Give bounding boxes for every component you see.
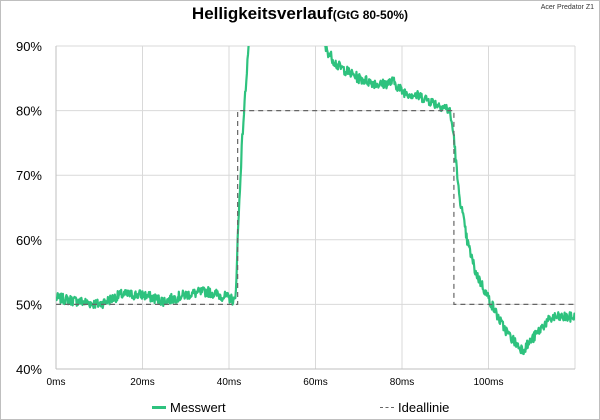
- x-tick-label: 80ms: [390, 377, 414, 388]
- chart-title-main: Helligkeitsverlauf: [191, 4, 333, 23]
- chart-subtitle: (GtG 80-50%): [332, 8, 409, 22]
- series-measured-line: [56, 46, 575, 356]
- x-tick-label: 0ms: [47, 377, 66, 388]
- plot-area: 40% 50% 60% 70% 80% 90% 0ms 20ms 40ms 60ms 80ms 100…: [16, 39, 576, 388]
- chart-title: Helligkeitsverlauf(GtG 80-50%): [0, 4, 600, 24]
- legend-item-ideal: Ideallinie: [380, 400, 449, 415]
- y-tick-label: 80%: [16, 104, 42, 119]
- legend-item-measured: Messwert: [152, 400, 226, 415]
- y-tick-label: 60%: [16, 233, 42, 248]
- grid-lines: [55, 45, 576, 370]
- x-tick-label: 20ms: [130, 377, 154, 388]
- x-tick-label: 60ms: [303, 377, 327, 388]
- x-tick-label: 40ms: [217, 377, 241, 388]
- y-tick-label: 70%: [16, 168, 42, 183]
- legend-swatch-ideal: [380, 407, 394, 408]
- tick-labels: 40% 50% 60% 70% 80% 90% 0ms 20ms 40ms 60ms 80ms 100…: [16, 39, 504, 388]
- legend: Messwert Ideallinie: [0, 398, 600, 418]
- y-tick-label: 50%: [16, 297, 42, 312]
- y-tick-label: 90%: [16, 39, 42, 54]
- legend-label-measured: Messwert: [170, 400, 226, 415]
- series-ideal-line: [56, 110, 575, 305]
- x-tick-label: 100ms: [473, 377, 503, 388]
- legend-label-ideal: Ideallinie: [398, 400, 450, 415]
- legend-swatch-measured: [152, 406, 166, 409]
- y-tick-label: 40%: [16, 362, 42, 377]
- device-label: Acer Predator Z1: [540, 4, 594, 11]
- series-layer: [56, 46, 575, 356]
